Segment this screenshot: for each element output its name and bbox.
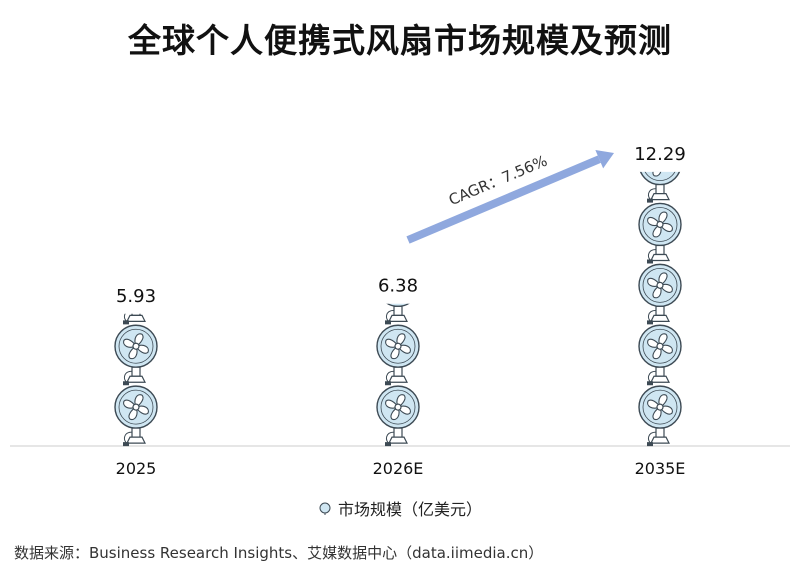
- fan-icon: [114, 385, 158, 447]
- chart-title: 全球个人便携式风扇市场规模及预测: [128, 21, 672, 60]
- fan-legend-icon: [318, 501, 332, 520]
- source-note: 数据来源：Business Research Insights、艾媒数据中心（d…: [14, 544, 544, 562]
- x-tick-label: 2026E: [373, 459, 424, 478]
- cagr-arrow: [406, 155, 601, 244]
- data-label-2025: 5.93: [116, 286, 156, 307]
- fan-icon: [638, 263, 682, 325]
- bar-2026E: [376, 303, 420, 447]
- fan-icon: [638, 324, 682, 386]
- fan-icon: [638, 202, 682, 264]
- fan-icon: [114, 324, 158, 386]
- x-tick-label: 2025: [116, 459, 157, 478]
- legend: 市场规模（亿美元）: [0, 496, 800, 520]
- x-tick-label: 2035E: [635, 459, 686, 478]
- bar-2035E: [638, 171, 682, 447]
- data-label-2026E: 6.38: [378, 276, 418, 297]
- fan-icon: [385, 303, 410, 325]
- bar-2025: [114, 313, 158, 447]
- legend-label: 市场规模（亿美元）: [337, 500, 482, 519]
- fan-icon: [638, 385, 682, 447]
- data-label-2035E: 12.29: [634, 144, 686, 165]
- cagr-arrowhead: [595, 150, 614, 169]
- fan-icon: [376, 385, 420, 447]
- fan-icon: [376, 324, 420, 386]
- fan-icon: [123, 313, 146, 325]
- fan-icon: [639, 171, 681, 203]
